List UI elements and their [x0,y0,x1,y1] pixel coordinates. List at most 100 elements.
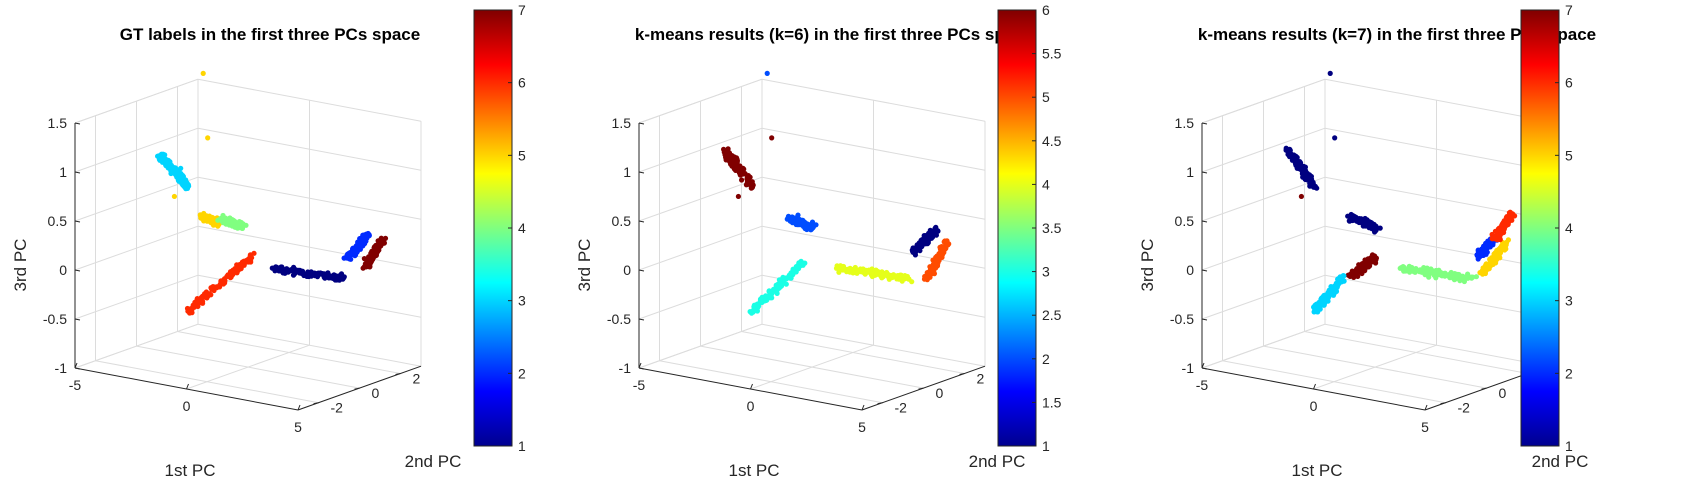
data-point [928,235,935,241]
y-tick [918,387,924,390]
data-point [1312,184,1318,190]
data-point [723,154,729,160]
x-axis-label: 1st PC [728,461,779,480]
data-point [1432,271,1438,278]
data-point [347,251,353,257]
data-point [1371,221,1377,228]
z-tick-label: 0 [59,262,67,278]
data-point [1491,254,1497,260]
y-tick-label: 2 [413,371,421,387]
z-tick [1201,367,1208,370]
data-point [787,272,793,278]
colorbar-tick-label: 1.5 [1042,394,1062,410]
z-axis-label: 3rd PC [11,239,30,292]
data-point [371,249,377,256]
data-point [741,171,747,177]
data-point [1320,296,1326,302]
data-point [1401,268,1407,274]
data-point [361,238,367,244]
data-point [1400,264,1406,270]
data-point [182,178,188,184]
z-tick-label: -1 [55,360,68,376]
data-point [885,271,891,278]
data-point [283,268,289,275]
data-point [1328,290,1334,296]
data-point [1485,266,1491,272]
data-point [886,276,892,282]
colorbar-tick-label: 5 [518,147,526,163]
data-point [171,193,178,200]
data-point [1447,272,1453,278]
grid-line [700,345,924,389]
data-point [1465,275,1471,281]
z-tick-label: 1 [623,164,631,180]
data-point [736,170,743,176]
colorbar-tick-label: 3 [518,293,526,309]
data-point [1359,269,1365,275]
data-point [934,256,940,262]
colorbar-tick-label: 5.5 [1042,46,1062,62]
z-tick-label: -0.5 [43,311,67,327]
colorbar-tick-label: 4 [1565,220,1573,236]
grid-line [741,331,965,374]
points [155,70,389,316]
y-tick-label: 0 [936,385,944,401]
chart-title: k-means results (k=6) in the first three… [635,25,1033,44]
data-point [731,154,737,160]
y-tick-label: -2 [895,400,908,416]
grid-line [95,360,319,404]
data-point [881,272,887,278]
x-tick [750,383,753,390]
z-tick [1201,318,1208,321]
data-point [1505,219,1512,225]
x-tick [1313,383,1316,390]
z-tick [638,318,645,321]
z-tick [638,367,645,370]
data-point [291,272,297,278]
data-point [175,172,181,178]
grid-line [1222,360,1446,404]
grid-line [659,360,883,404]
data-point [1332,135,1338,141]
chart-title: k-means results (k=7) in the first three… [1198,25,1596,44]
data-point [1359,265,1365,271]
y-tick [354,387,360,390]
colorbar-tick-label: 4 [1042,176,1050,192]
data-point [225,272,231,278]
data-point [315,270,321,276]
data-point [1306,173,1312,179]
colorbar-tick-label: 5 [1042,89,1050,105]
data-point [205,217,211,223]
data-point [862,269,868,275]
data-point [198,294,205,300]
z-tick [1201,220,1208,223]
y-axis-label: 2nd PC [405,452,462,471]
data-point [249,255,255,261]
data-point [190,302,196,308]
x-tick [186,383,189,390]
y-tick [1481,387,1487,390]
data-point [170,164,177,171]
data-point [232,221,238,227]
data-point [293,267,299,273]
data-point [796,260,802,266]
grid-line [1304,331,1528,374]
z-tick-label: 1.5 [1175,115,1195,131]
colorbar-tick-label: 2 [1565,365,1573,381]
data-point [852,264,858,271]
data-point [1339,279,1345,285]
z-tick-label: 1 [1186,164,1194,180]
data-point [240,223,246,229]
colorbar-tick-label: 1 [1565,438,1573,454]
data-point [1474,252,1480,258]
data-point [932,261,938,267]
data-point [1334,284,1340,290]
data-point [774,290,780,296]
data-point [214,285,220,291]
data-point [221,277,227,283]
z-tick-label: 1 [59,164,67,180]
colorbar-gradient [473,9,513,447]
data-point [1503,240,1509,246]
colorbar-tick-label: 2 [1042,351,1050,367]
data-point [1421,265,1427,271]
